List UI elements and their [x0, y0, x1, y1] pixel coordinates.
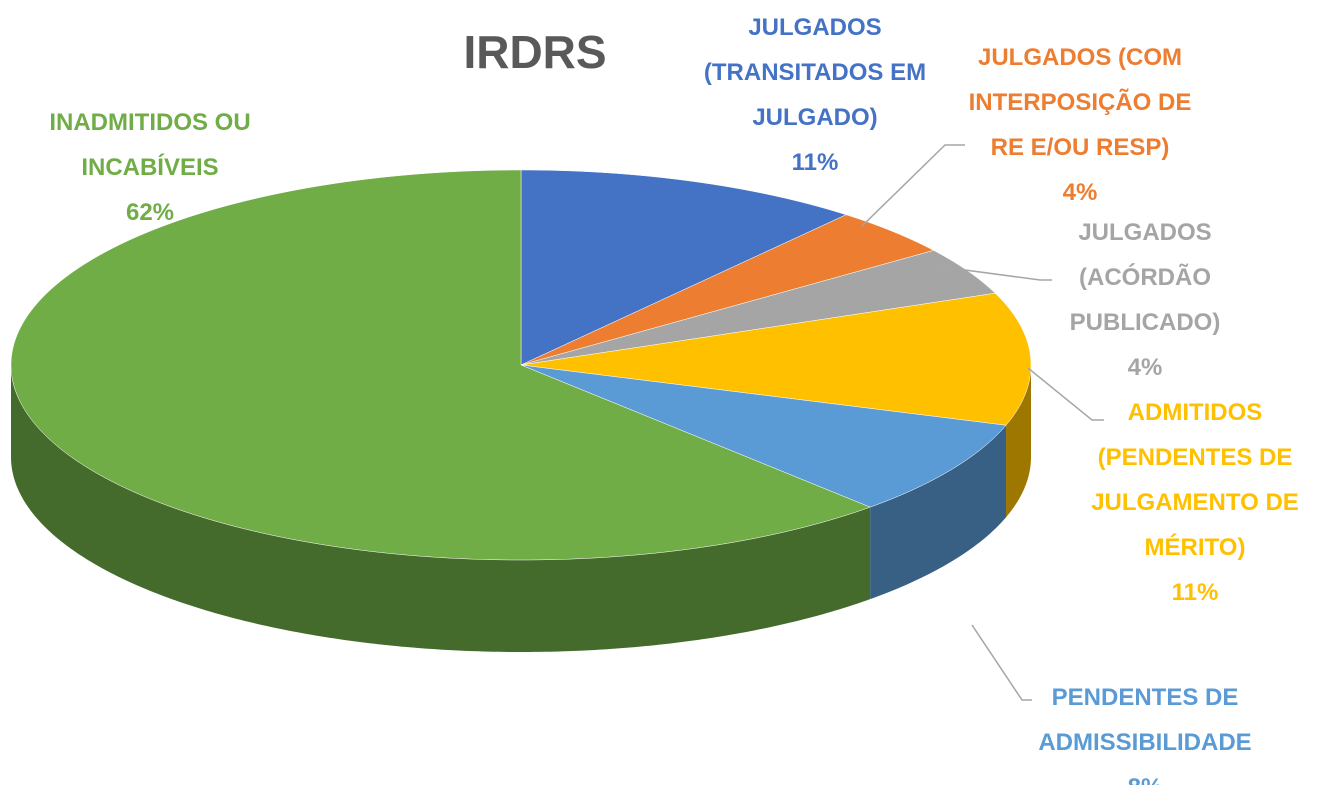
category-label: JULGADOS (COM INTERPOSIÇÃO DE RE E/OU RE…: [968, 44, 1192, 161]
category-label: INADMITIDOS OU INCABÍVEIS: [49, 109, 251, 181]
pie-slice: [520, 292, 1032, 426]
data-label: PENDENTES DE ADMISSIBILIDADE 8%: [1000, 675, 1290, 785]
value-label: 62%: [125, 199, 175, 226]
leader-line: [934, 265, 1052, 281]
value-label: 11%: [1171, 579, 1219, 606]
value-label: 4%: [1127, 354, 1163, 381]
category-label: JULGADOS (TRANSITADOS EM JULGADO): [703, 14, 927, 131]
leader-line: [861, 144, 965, 227]
data-label: JULGADOS (TRANSITADOS EM JULGADO) 11%: [700, 5, 930, 185]
pie-slice: [520, 214, 935, 366]
value-label: 11%: [791, 149, 839, 176]
value-label: 8%: [1000, 765, 1290, 785]
pie-side: [870, 425, 1007, 600]
category-label: ADMITIDOS (PENDENTES DE JULGAMENTO DE MÉ…: [1091, 399, 1299, 561]
leader-line: [1027, 367, 1104, 421]
pie-side: [1006, 365, 1031, 518]
data-label: JULGADOS (ACÓRDÃO PUBLICADO) 4%: [1045, 210, 1245, 390]
leader-line: [971, 624, 1032, 701]
value-label: 4%: [1062, 179, 1098, 206]
pie-slice: [10, 169, 871, 561]
pie-slice: [520, 169, 847, 366]
category-label: PENDENTES DE ADMISSIBILIDADE: [1038, 684, 1252, 756]
pie-slice: [520, 364, 1007, 508]
category-label: JULGADOS (ACÓRDÃO PUBLICADO): [1069, 219, 1221, 336]
data-label: INADMITIDOS OU INCABÍVEIS 62%: [0, 100, 305, 235]
pie-side: [11, 365, 871, 652]
chart-title: IRDRS: [463, 26, 607, 78]
data-label: ADMITIDOS (PENDENTES DE JULGAMENTO DE MÉ…: [1070, 390, 1320, 615]
data-label: JULGADOS (COM INTERPOSIÇÃO DE RE E/OU RE…: [950, 35, 1210, 215]
